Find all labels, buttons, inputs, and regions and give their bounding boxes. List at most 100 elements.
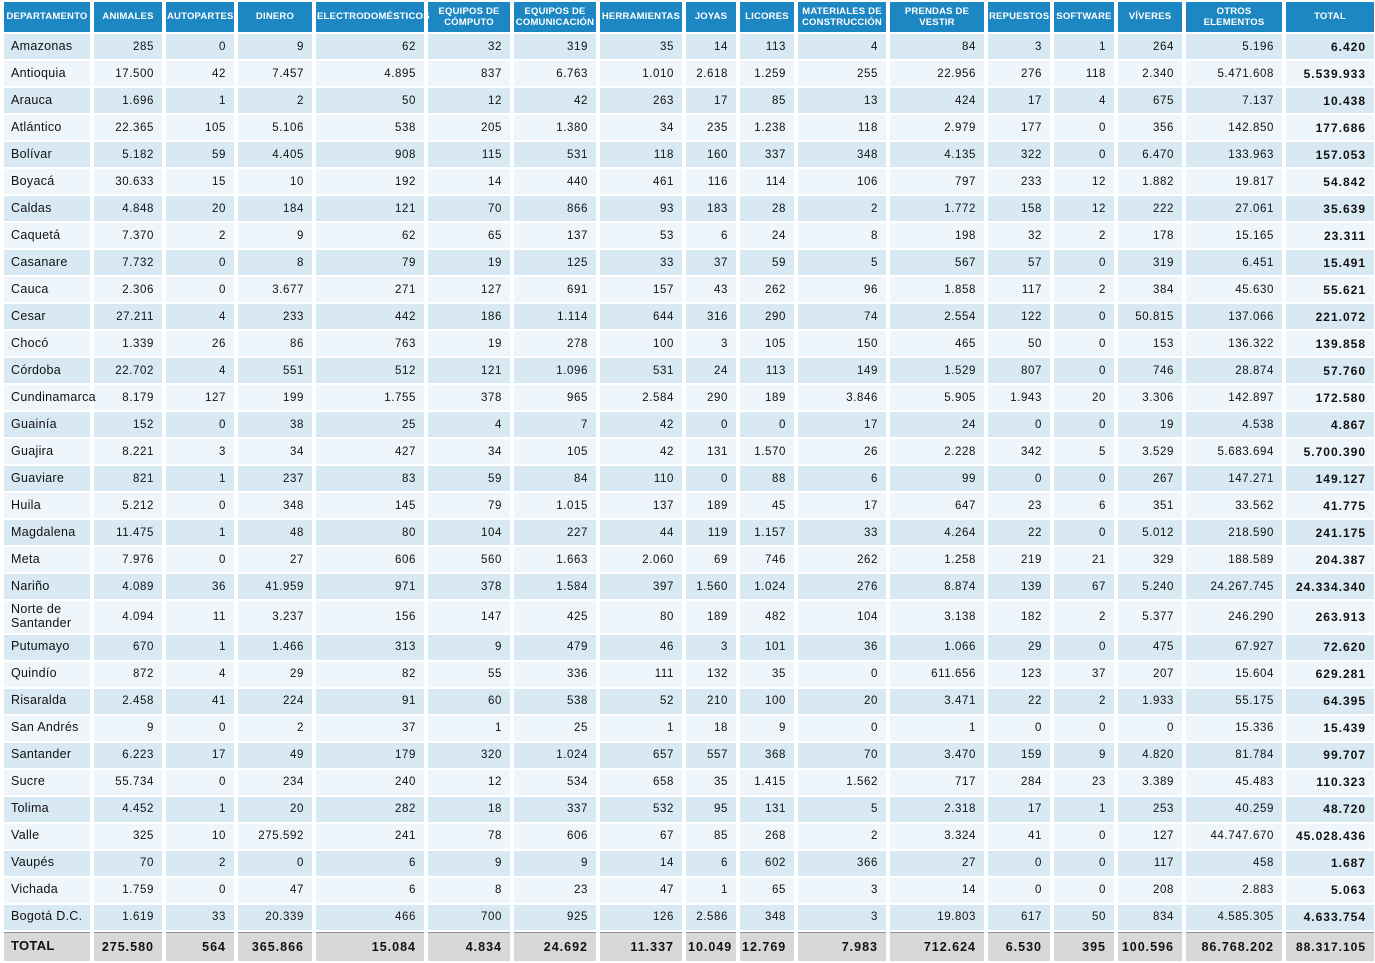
- row-total-value: 629.281: [1286, 661, 1374, 687]
- row-total-value: 54.842: [1286, 169, 1374, 194]
- cell-value: 42: [514, 88, 596, 113]
- cell-value: 189: [740, 385, 794, 410]
- cell-value: 80: [316, 520, 424, 545]
- cell-value: 1.570: [740, 439, 794, 464]
- cell-value: 105: [166, 115, 234, 140]
- cell-value: 316: [686, 304, 736, 329]
- department-name: Cundinamarca: [4, 385, 96, 410]
- cell-value: 2: [166, 850, 234, 876]
- column-total-value: 15.084: [316, 931, 424, 961]
- cell-value: 137.066: [1186, 304, 1282, 329]
- cell-value: 276: [798, 574, 886, 599]
- department-name: Bogotá D.C.: [4, 904, 90, 930]
- cell-value: 33: [798, 520, 886, 545]
- cell-value: 427: [316, 439, 424, 464]
- table-row: Cauca 2.306 0 3.677 271 127 691 157 43 262 96 1.858…: [4, 277, 1374, 302]
- cell-value: 45.483: [1186, 769, 1282, 795]
- cell-value: 28: [740, 196, 794, 221]
- cell-value: 3: [988, 34, 1050, 59]
- cell-value: 397: [600, 574, 682, 599]
- cell-value: 440: [514, 169, 596, 194]
- cell-value: 14: [686, 34, 736, 59]
- department-name: Santander: [4, 742, 90, 768]
- cell-value: 3: [166, 439, 234, 464]
- cell-value: 4: [166, 304, 234, 329]
- cell-value: 1.619: [94, 904, 162, 930]
- cell-value: 127: [166, 385, 234, 410]
- cell-value: 1.339: [94, 331, 162, 356]
- cell-value: 4: [166, 661, 234, 687]
- cell-value: 19.817: [1186, 169, 1282, 194]
- cell-value: 2: [238, 715, 312, 741]
- cell-value: 282: [316, 796, 424, 822]
- cell-value: 267: [1118, 466, 1182, 491]
- cell-value: 42: [166, 61, 234, 86]
- table-row: Tolima 4.452 1 20 282 18 337 532 95 131 5 2.318 17 1 2…: [4, 796, 1374, 822]
- cell-value: 205: [428, 115, 510, 140]
- cell-value: 0: [988, 877, 1050, 903]
- cell-value: 17: [798, 493, 886, 518]
- cell-value: 284: [988, 769, 1050, 795]
- cell-value: 268: [740, 823, 794, 849]
- cell-value: 0: [1054, 823, 1114, 849]
- cell-value: 617: [988, 904, 1050, 930]
- cell-value: 560: [428, 547, 510, 572]
- cell-value: 35: [740, 661, 794, 687]
- cell-value: 3: [686, 634, 736, 660]
- cell-value: 52: [600, 688, 682, 714]
- cell-value: 7.732: [94, 250, 162, 275]
- column-header-14: VÍVERES: [1118, 2, 1182, 32]
- cell-value: 23: [1054, 769, 1114, 795]
- cell-value: 0: [1054, 877, 1114, 903]
- cell-value: 93: [600, 196, 682, 221]
- department-name: Atlántico: [4, 115, 90, 140]
- cell-value: 1.696: [94, 88, 162, 113]
- cell-value: 1: [600, 715, 682, 741]
- cell-value: 10: [238, 169, 312, 194]
- column-header-3: DINERO: [238, 2, 312, 32]
- department-name: Huila: [4, 493, 90, 518]
- cell-value: 19: [428, 331, 510, 356]
- cell-value: 763: [316, 331, 424, 356]
- cell-value: 4: [428, 412, 510, 437]
- cell-value: 746: [740, 547, 794, 572]
- cell-value: 14: [428, 169, 510, 194]
- cell-value: 35: [686, 769, 736, 795]
- cell-value: 150: [798, 331, 886, 356]
- cell-value: 319: [514, 34, 596, 59]
- cell-value: 45.630: [1186, 277, 1282, 302]
- column-header-13: SOFTWARE: [1054, 2, 1114, 32]
- cell-value: 384: [1118, 277, 1182, 302]
- table-row: Guainía 152 0 38 25 4 7 42 0 0 17 24 0 0 19 4.538 4.867: [4, 412, 1374, 437]
- cell-value: 17: [166, 742, 234, 768]
- cell-value: 182: [988, 601, 1050, 633]
- cell-value: 4.538: [1186, 412, 1282, 437]
- cell-value: 19.803: [890, 904, 984, 930]
- department-name: Guaviare: [4, 466, 90, 491]
- table-row: Bogotá D.C. 1.619 33 20.339 466 700 925 126 2.58…: [4, 904, 1374, 930]
- cell-value: 4.405: [238, 142, 312, 167]
- row-total-value: 241.175: [1286, 520, 1374, 545]
- cell-value: 2: [1054, 688, 1114, 714]
- cell-value: 50: [988, 331, 1050, 356]
- cell-value: 15.604: [1186, 661, 1282, 687]
- cell-value: 22.956: [890, 61, 984, 86]
- row-total-value: 6.420: [1286, 34, 1374, 59]
- cell-value: 1.933: [1118, 688, 1182, 714]
- row-total-value: 99.707: [1286, 742, 1374, 768]
- department-name: Córdoba: [4, 358, 90, 383]
- cell-value: 45: [740, 493, 794, 518]
- table-row: Caldas 4.848 20 184 121 70 866 93 183 28 2 1.772 158…: [4, 196, 1374, 221]
- cell-value: 104: [428, 520, 510, 545]
- cell-value: 3.471: [890, 688, 984, 714]
- row-total-value: 57.760: [1286, 358, 1374, 383]
- cell-value: 12: [1054, 196, 1114, 221]
- cell-value: 22.702: [94, 358, 162, 383]
- cell-value: 7.976: [94, 547, 162, 572]
- cell-value: 567: [890, 250, 984, 275]
- cell-value: 551: [238, 358, 312, 383]
- cell-value: 222: [1118, 196, 1182, 221]
- cell-value: 6: [1054, 493, 1114, 518]
- header-row: DEPARTAMENTO ANIMALES AUTOPARTES DINERO ELEC…: [4, 2, 1374, 32]
- cell-value: 1.114: [514, 304, 596, 329]
